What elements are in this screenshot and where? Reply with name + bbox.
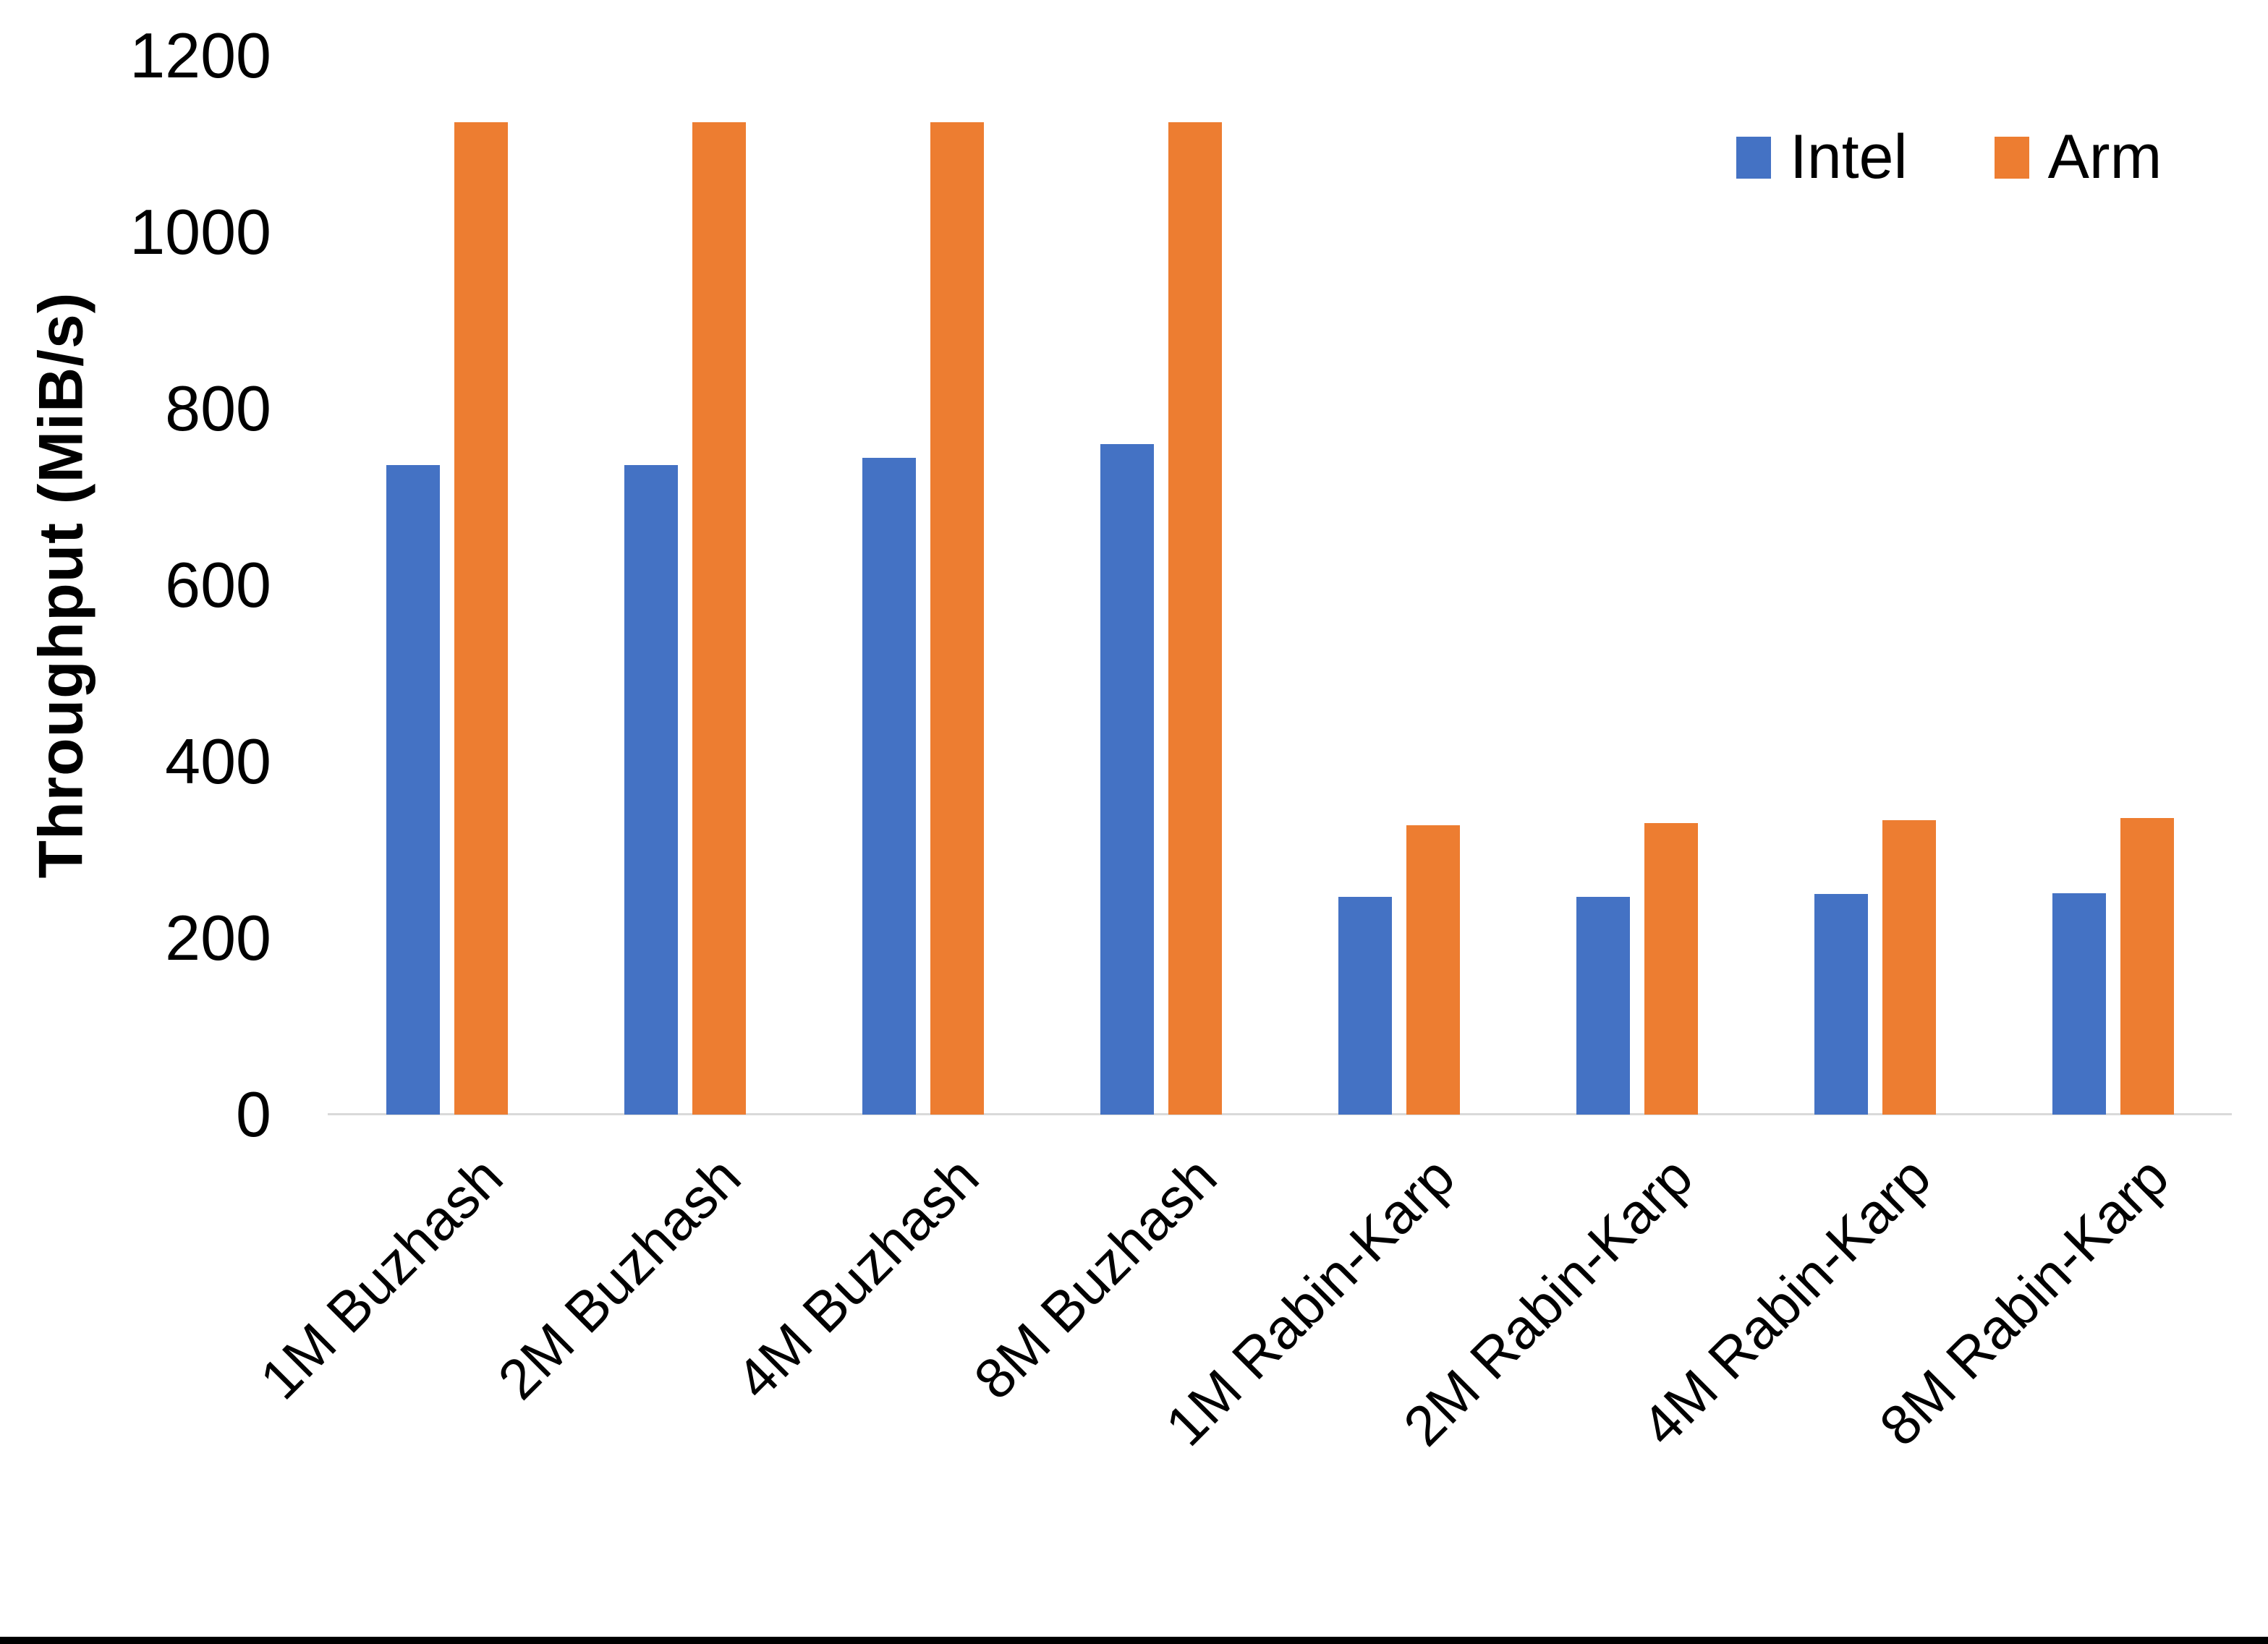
bar-intel-2m-buzhash	[624, 465, 678, 1115]
bar-intel-4m-rabin-karp	[1814, 894, 1868, 1115]
legend-label: Intel	[1790, 122, 1908, 192]
y-tick-label: 800	[165, 372, 271, 444]
x-axis-line	[328, 1113, 2232, 1115]
x-tick-label: 4M Buzhash	[723, 1144, 991, 1412]
legend: Intel Arm	[1736, 122, 2162, 193]
y-tick-label: 600	[165, 549, 271, 621]
y-tick-label: 0	[236, 1078, 271, 1150]
legend-swatch-intel	[1736, 136, 1771, 179]
bar-intel-8m-buzhash	[1100, 443, 1154, 1115]
x-tick-label: 1M Buzhash	[247, 1144, 515, 1412]
bar-intel-1m-buzhash	[386, 465, 440, 1115]
legend-item-intel: Intel	[1736, 122, 1908, 193]
y-tick-label: 200	[165, 902, 271, 974]
bar-intel-2m-rabin-karp	[1576, 896, 1630, 1115]
y-tick-label: 400	[165, 725, 271, 797]
bar-intel-1m-rabin-karp	[1338, 896, 1392, 1115]
legend-swatch-arm	[1994, 136, 2029, 179]
x-tick-label: 2M Buzhash	[485, 1144, 753, 1412]
bar-arm-2m-buzhash	[692, 122, 746, 1115]
legend-label: Arm	[2047, 122, 2162, 192]
bar-arm-8m-buzhash	[1168, 122, 1222, 1115]
x-tick-label: 8M Buzhash	[961, 1144, 1229, 1412]
bar-arm-1m-buzhash	[454, 122, 508, 1115]
bottom-border	[0, 1637, 2268, 1644]
bar-arm-4m-buzhash	[930, 122, 984, 1115]
bar-arm-4m-rabin-karp	[1882, 819, 1936, 1115]
y-tick-label: 1200	[129, 20, 271, 91]
y-tick-label: 1000	[129, 196, 271, 268]
legend-item-arm: Arm	[1994, 122, 2162, 193]
bar-intel-8m-rabin-karp	[2052, 893, 2106, 1115]
bar-arm-2m-rabin-karp	[1644, 823, 1698, 1115]
bar-intel-4m-buzhash	[862, 458, 916, 1115]
bar-arm-8m-rabin-karp	[2120, 818, 2174, 1115]
bar-arm-1m-rabin-karp	[1406, 825, 1460, 1115]
